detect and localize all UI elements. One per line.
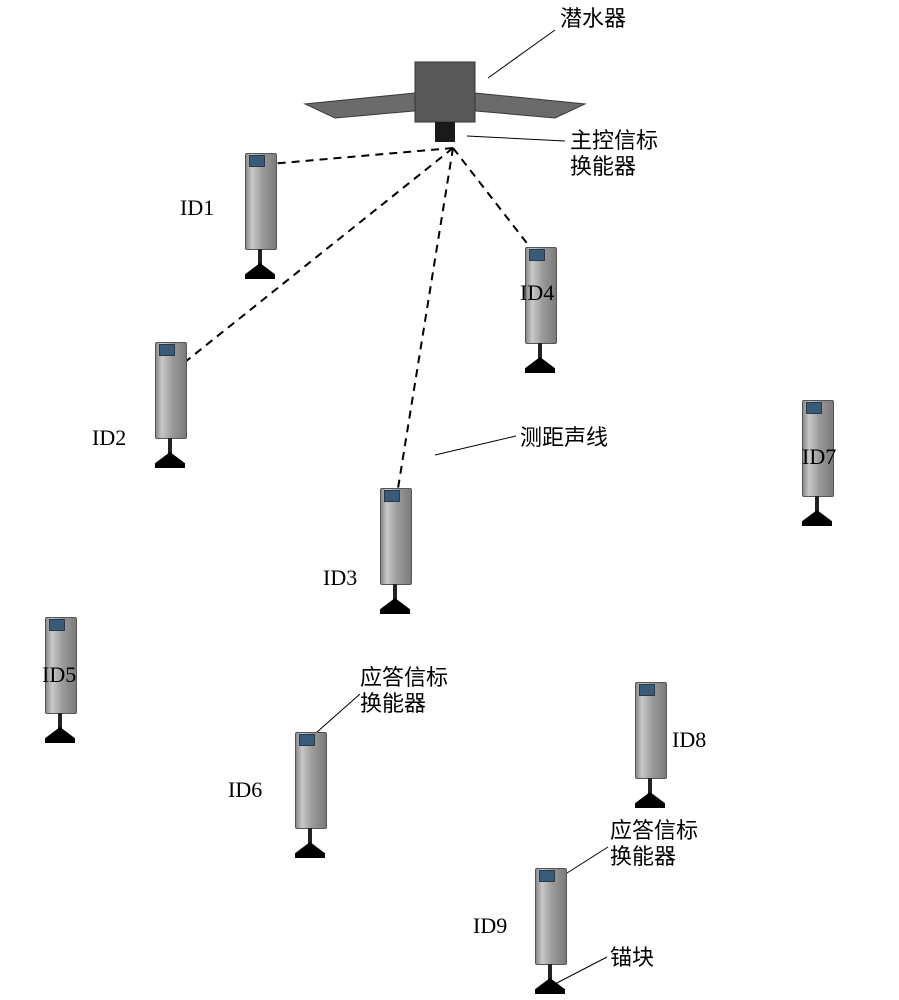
anchor-block-icon [535,978,565,994]
beacon-label-id9: ID9 [473,913,507,939]
anchor-block-icon [45,727,75,743]
beacon-stem [258,249,262,265]
beacon-label-id4: ID4 [520,280,554,306]
transducer-icon [806,402,822,414]
leader-lines [308,30,608,985]
beacon-label-id8: ID8 [672,727,706,753]
beacon-label-id2: ID2 [92,425,126,451]
transducer-icon [639,684,655,696]
beacon-id9 [525,868,575,998]
beacon-stem [393,584,397,600]
beacon-body [295,732,327,829]
beacon-stem [308,828,312,844]
beacon-stem [648,778,652,794]
beacon-label-id7: ID7 [802,444,836,470]
beacon-body [635,682,667,779]
beacon-stem [168,438,172,454]
beacon-label-id3: ID3 [323,565,357,591]
transducer-icon [159,344,175,356]
label-respond-beacon-1: 应答信标 换能器 [360,665,448,718]
beacon-body [380,488,412,585]
beacon-label-id1: ID1 [180,195,214,221]
label-anchor: 锚块 [610,945,654,971]
transducer-icon [249,155,265,167]
beacon-id3 [370,488,420,618]
beacon-body [245,153,277,250]
anchor-block-icon [525,357,555,373]
anchor-block-icon [635,792,665,808]
anchor-block-icon [380,598,410,614]
diagram-stage: 潜水器 主控信标 换能器 测距声线 应答信标 换能器 应答信标 换能器 锚块 I… [0,0,899,1000]
label-ranging-line: 测距声线 [520,425,608,451]
anchor-block-icon [245,263,275,279]
ranging-lines [175,148,540,507]
anchor-block-icon [295,842,325,858]
transducer-icon [384,490,400,502]
beacon-stem [58,713,62,729]
beacon-stem [538,343,542,359]
submarine-shape [305,62,585,142]
beacon-label-id6: ID6 [228,777,262,803]
label-submarine: 潜水器 [560,6,626,32]
beacon-id6 [285,732,335,862]
beacon-stem [815,496,819,512]
transducer-icon [49,619,65,631]
label-respond-beacon-2: 应答信标 换能器 [610,818,698,871]
beacon-id1 [235,153,285,283]
transducer-icon [539,870,555,882]
overlay-svg [0,0,899,1000]
beacon-label-id5: ID5 [42,662,76,688]
beacon-body [155,342,187,439]
anchor-block-icon [802,510,832,526]
transducer-icon [299,734,315,746]
beacon-id4 [515,247,565,377]
anchor-block-icon [155,452,185,468]
label-master-beacon: 主控信标 换能器 [570,128,658,181]
beacon-body [535,868,567,965]
beacon-stem [548,964,552,980]
beacon-id2 [145,342,195,472]
beacon-id8 [625,682,675,812]
transducer-icon [529,249,545,261]
